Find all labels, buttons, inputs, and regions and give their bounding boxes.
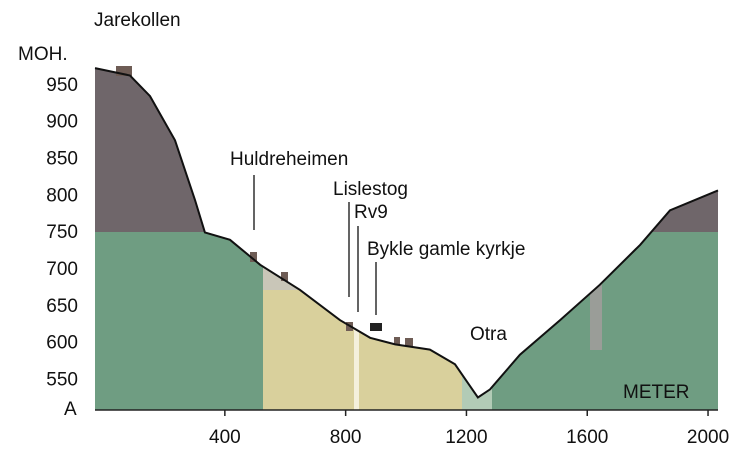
x-tick-label: 800 — [330, 427, 362, 448]
annotation: Bykle gamle kyrkje — [367, 239, 525, 260]
x-tick-label: 1200 — [445, 427, 487, 448]
annotation: Rv9 — [354, 202, 388, 223]
y-tick-label: 650 — [46, 296, 78, 317]
annotation: Lislestog — [333, 179, 408, 200]
building — [250, 252, 257, 262]
y-tick-label: 850 — [46, 148, 78, 169]
y-tick-label: 750 — [46, 222, 78, 243]
annotation: Huldreheimen — [230, 149, 348, 170]
terrain-fill — [95, 68, 718, 410]
gray-zone — [590, 280, 602, 350]
y-tick-label: 550 — [46, 370, 78, 391]
road-stripe — [354, 300, 359, 410]
y-tick-label: 700 — [46, 259, 78, 280]
building — [116, 66, 132, 76]
church — [370, 323, 382, 331]
x-tick-label: 2000 — [687, 427, 729, 448]
x-tick-label: 1600 — [566, 427, 608, 448]
building — [281, 272, 288, 281]
annotation: Otra — [470, 324, 507, 345]
building — [394, 337, 400, 345]
y-tick-label: 900 — [46, 112, 78, 133]
x-tick-label: 400 — [209, 427, 241, 448]
y-tick-label: 950 — [46, 75, 78, 96]
y-axis-label: MOH. — [18, 44, 68, 65]
y-tick-label: 600 — [46, 333, 78, 354]
upper-zone — [95, 68, 718, 232]
building — [405, 338, 413, 346]
x-axis-label: METER — [623, 382, 690, 403]
bottom-label: A — [64, 399, 77, 420]
y-tick-label: 800 — [46, 185, 78, 206]
chart-title: Jarekollen — [94, 10, 181, 31]
pointers — [253, 175, 377, 315]
terrain-line — [94, 67, 719, 399]
